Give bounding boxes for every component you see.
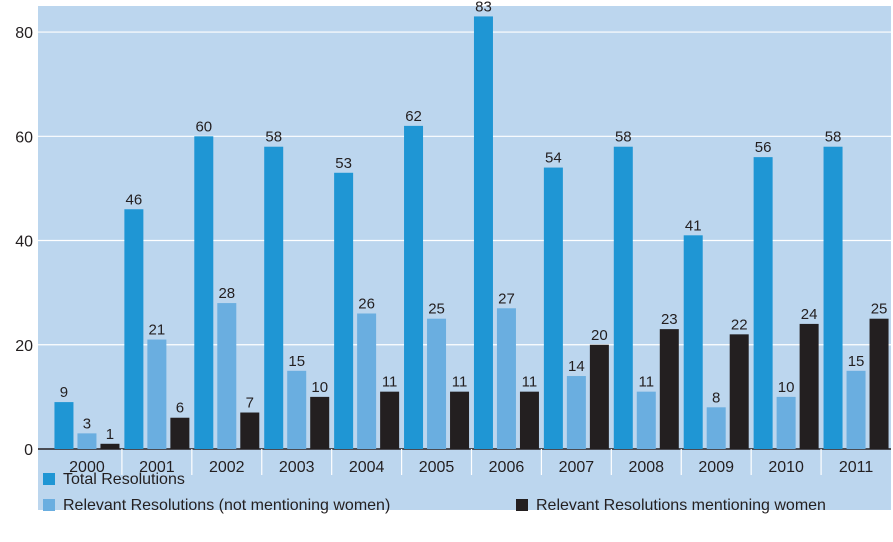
bar-3-2007 (589, 344, 609, 449)
data-label-1-2009: 41 (685, 217, 702, 234)
data-label-1-2002: 60 (195, 118, 212, 135)
bar-2-2006 (496, 308, 516, 449)
bar-1-2005 (404, 125, 424, 449)
data-label-3-2008: 23 (661, 311, 678, 328)
legend-swatch-3 (516, 499, 528, 511)
data-label-3-2003: 10 (311, 379, 328, 396)
bar-1-2006 (473, 16, 493, 450)
bar-2-2000 (77, 433, 97, 449)
bar-2-2001 (147, 339, 167, 449)
y-tick-label-80: 80 (15, 25, 33, 42)
data-label-2-2009: 8 (712, 389, 720, 406)
data-label-2-2002: 28 (218, 285, 235, 302)
data-label-2-2001: 21 (149, 322, 166, 339)
data-label-2-2006: 27 (498, 290, 515, 307)
data-label-2-2000: 3 (83, 415, 91, 432)
bar-1-2010 (753, 157, 773, 449)
data-label-3-2010: 24 (801, 306, 818, 323)
bar-3-2000 (100, 443, 120, 449)
data-label-3-2005: 11 (452, 374, 468, 391)
data-label-3-2011: 25 (871, 301, 888, 318)
bar-2-2002 (217, 303, 237, 449)
data-label-3-2002: 7 (246, 395, 254, 412)
legend-label-1: Total Resolutions (63, 471, 185, 488)
bar-2-2005 (427, 318, 447, 449)
bar-3-2004 (380, 391, 400, 449)
bar-3-2005 (450, 391, 470, 449)
legend-swatch-2 (43, 499, 55, 511)
data-label-3-2009: 22 (731, 316, 748, 333)
data-label-2-2010: 10 (778, 379, 795, 396)
bar-1-2007 (543, 167, 563, 450)
bar-2-2004 (357, 313, 377, 449)
x-tick-label-2004: 2004 (349, 459, 385, 476)
bar-3-2001 (170, 417, 190, 449)
data-label-1-2000: 9 (60, 384, 68, 401)
legend-label-3: Relevant Resolutions mentioning women (536, 497, 826, 514)
bar-3-2010 (799, 323, 819, 449)
x-tick-label-2007: 2007 (559, 459, 595, 476)
data-label-1-2003: 58 (265, 129, 282, 146)
bar-2-2008 (636, 391, 656, 449)
bar-3-2003 (310, 396, 330, 449)
x-tick-label-2010: 2010 (768, 459, 804, 476)
x-tick-label-2002: 2002 (209, 459, 245, 476)
data-label-2-2005: 25 (428, 301, 445, 318)
bar-3-2011 (869, 318, 889, 449)
data-label-1-2010: 56 (755, 139, 772, 156)
bar-1-2001 (124, 209, 144, 449)
y-tick-label-0: 0 (24, 442, 33, 459)
bar-1-2009 (683, 235, 703, 449)
bar-3-2006 (519, 391, 539, 449)
bar-1-2008 (613, 146, 633, 449)
data-label-3-2000: 1 (106, 426, 114, 443)
data-label-1-2011: 58 (825, 129, 842, 146)
data-label-1-2005: 62 (405, 108, 422, 125)
x-tick-label-2011: 2011 (839, 459, 874, 476)
x-tick-label-2003: 2003 (279, 459, 315, 476)
bar-1-2000 (54, 402, 74, 449)
data-label-3-2006: 11 (522, 374, 538, 391)
y-tick-label-60: 60 (15, 129, 33, 146)
data-label-2-2004: 26 (358, 295, 375, 312)
bar-2-2010 (776, 396, 796, 449)
data-label-2-2008: 11 (639, 374, 655, 391)
x-tick-label-2005: 2005 (419, 459, 455, 476)
data-label-1-2001: 46 (126, 191, 143, 208)
x-tick-label-2009: 2009 (698, 459, 734, 476)
data-label-3-2007: 20 (591, 327, 608, 344)
y-tick-label-40: 40 (15, 234, 33, 251)
bar-1-2003 (264, 146, 284, 449)
data-label-3-2001: 6 (176, 400, 184, 417)
bar-3-2009 (729, 334, 749, 449)
bar-2-2003 (287, 370, 307, 449)
y-tick-label-20: 20 (15, 338, 33, 355)
bar-2-2009 (706, 407, 726, 449)
data-label-2-2007: 14 (568, 358, 585, 375)
data-label-3-2004: 11 (382, 374, 398, 391)
data-label-1-2008: 58 (615, 129, 632, 146)
data-label-2-2011: 15 (848, 353, 865, 370)
x-tick-label-2008: 2008 (628, 459, 664, 476)
bar-1-2004 (334, 172, 354, 449)
bar-3-2008 (659, 329, 679, 449)
bar-1-2011 (823, 146, 843, 449)
data-label-2-2003: 15 (288, 353, 305, 370)
x-tick-label-2000: 2000 (69, 459, 105, 476)
bar-3-2002 (240, 412, 260, 449)
data-label-1-2007: 54 (545, 150, 562, 167)
data-label-1-2006: 83 (475, 0, 492, 15)
bar-2-2007 (566, 376, 586, 449)
bar-2-2011 (846, 370, 866, 449)
x-tick-label-2001: 2001 (139, 459, 175, 476)
data-label-1-2004: 53 (335, 155, 352, 172)
legend-swatch-1 (43, 473, 55, 485)
x-tick-label-2006: 2006 (489, 459, 525, 476)
bar-1-2002 (194, 136, 214, 449)
legend-label-2: Relevant Resolutions (not mentioning wom… (63, 497, 390, 514)
